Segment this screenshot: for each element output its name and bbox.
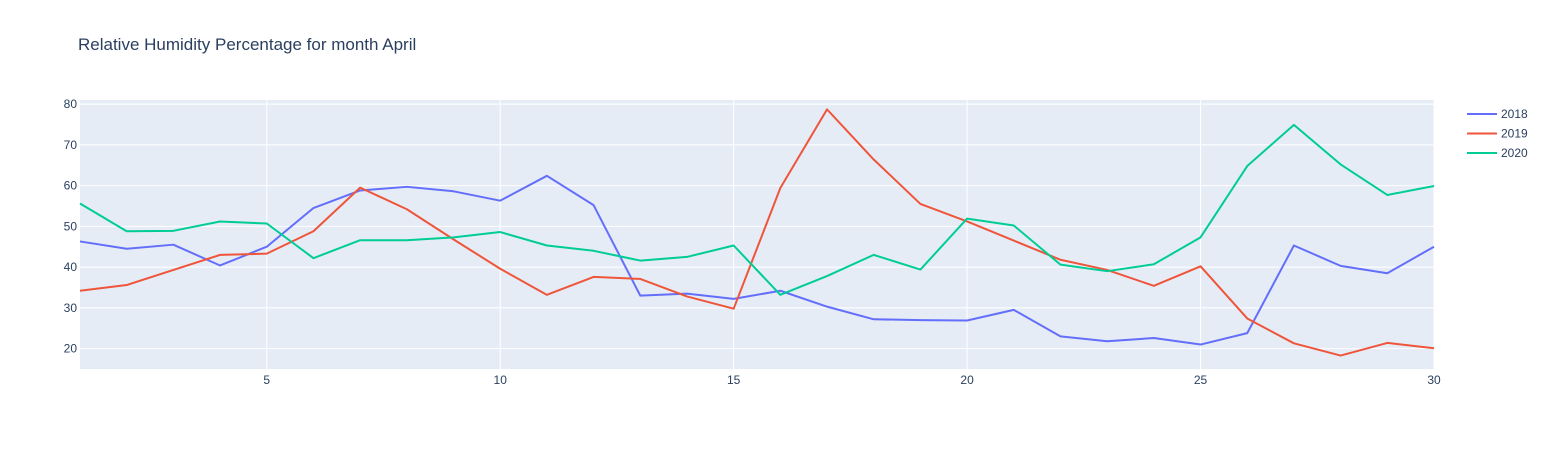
y-tick-label: 70	[64, 138, 78, 152]
series-line-2020[interactable]	[79, 123, 1435, 296]
legend-label: 2020	[1501, 146, 1528, 160]
y-tick-label: 20	[64, 342, 78, 356]
series-lines	[79, 108, 1435, 357]
x-tick-label: 15	[727, 373, 741, 387]
y-tick-label: 50	[64, 219, 78, 233]
y-tick-label: 30	[64, 301, 78, 315]
legend-item-2020[interactable]: 2020	[1467, 146, 1528, 160]
x-tick-label: 20	[960, 373, 974, 387]
y-tick-label: 40	[64, 260, 78, 274]
y-axis-ticks: 20 30 40 50 60 70 80	[64, 97, 78, 356]
legend-label: 2019	[1501, 127, 1528, 141]
legend-label: 2018	[1501, 107, 1528, 121]
y-tick-label: 60	[64, 179, 78, 193]
x-axis-ticks: 5 10 15 20 25 30	[263, 373, 1441, 387]
series-line-2019[interactable]	[79, 108, 1435, 357]
x-tick-label: 5	[263, 373, 270, 387]
series-line-2018[interactable]	[79, 174, 1435, 346]
chart-title: Relative Humidity Percentage for month A…	[78, 35, 416, 54]
legend[interactable]: 2018 2019 2020	[1467, 107, 1528, 160]
y-tick-label: 80	[64, 97, 78, 111]
x-tick-label: 25	[1194, 373, 1208, 387]
legend-item-2019[interactable]: 2019	[1467, 127, 1528, 141]
legend-item-2018[interactable]: 2018	[1467, 107, 1528, 121]
x-tick-label: 10	[494, 373, 508, 387]
x-tick-label: 30	[1427, 373, 1441, 387]
